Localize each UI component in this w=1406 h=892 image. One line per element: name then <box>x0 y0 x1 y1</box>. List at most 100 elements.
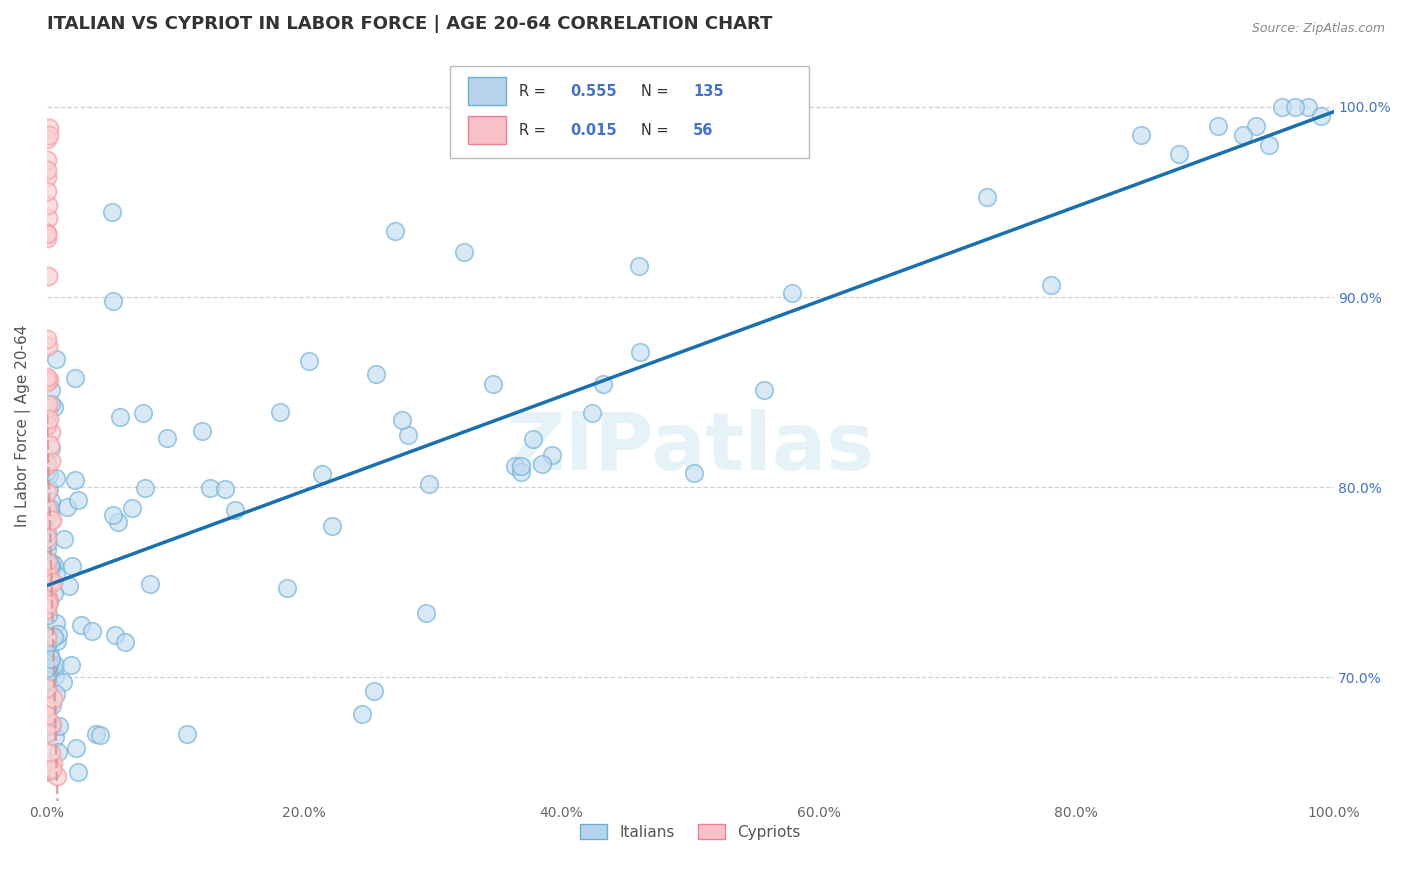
Point <box>37 607 59 622</box>
Point <box>58 580 80 594</box>
Point <box>35 375 58 389</box>
Point <box>41 762 63 776</box>
Point <box>35 698 58 713</box>
Point <box>46 633 69 648</box>
Point <box>592 376 614 391</box>
Point <box>35 408 58 422</box>
Point <box>39 559 62 574</box>
Point <box>396 428 419 442</box>
Point <box>101 508 124 523</box>
Point <box>84 727 107 741</box>
Point <box>39 716 62 731</box>
Point <box>37 593 59 607</box>
Point <box>38 592 60 607</box>
Point <box>38 572 60 586</box>
Point <box>35 524 58 539</box>
Point <box>39 718 62 732</box>
Point <box>37 629 59 643</box>
Text: ZIPatlas: ZIPatlas <box>506 409 875 487</box>
Text: R =: R = <box>519 123 551 137</box>
Point <box>39 513 62 527</box>
Point <box>35 685 58 699</box>
Point <box>139 577 162 591</box>
Point <box>35 510 58 524</box>
Point <box>70 618 93 632</box>
Point <box>38 569 60 583</box>
Point <box>37 765 59 780</box>
Point <box>44 668 66 682</box>
Point <box>35 563 58 577</box>
Point <box>37 339 59 353</box>
Point <box>35 554 58 568</box>
Point <box>41 698 63 712</box>
Point <box>39 425 62 439</box>
Point <box>37 662 59 676</box>
Point <box>503 458 526 473</box>
Point <box>39 441 62 455</box>
Point <box>44 400 66 414</box>
Point <box>321 518 343 533</box>
Point <box>35 638 58 652</box>
Point <box>37 268 59 283</box>
Point <box>42 692 65 706</box>
Point <box>269 405 291 419</box>
Point <box>1232 128 1254 143</box>
Point <box>384 223 406 237</box>
Point <box>418 477 440 491</box>
Point <box>311 467 333 481</box>
Point <box>38 483 60 497</box>
Point <box>101 205 124 219</box>
Point <box>1271 100 1294 114</box>
Point <box>1129 128 1152 143</box>
Point <box>1246 119 1268 133</box>
Point <box>37 184 59 198</box>
Point <box>41 717 63 731</box>
Point <box>35 458 58 473</box>
Point <box>39 494 62 508</box>
Point <box>42 574 65 589</box>
Point <box>108 409 131 424</box>
Point <box>89 728 111 742</box>
Point <box>35 532 58 546</box>
Point <box>224 502 246 516</box>
Point <box>38 657 60 671</box>
Point <box>509 466 531 480</box>
Point <box>38 507 60 521</box>
Point <box>522 432 544 446</box>
Point <box>453 245 475 260</box>
Text: 56: 56 <box>693 123 713 137</box>
Point <box>132 406 155 420</box>
Point <box>37 415 59 429</box>
Point <box>45 471 67 485</box>
Point <box>41 558 63 573</box>
Point <box>35 681 58 695</box>
Point <box>52 532 75 546</box>
Point <box>276 582 298 596</box>
Point <box>46 745 69 759</box>
Point <box>63 370 86 384</box>
Point <box>42 558 65 573</box>
Point <box>1309 109 1331 123</box>
Point <box>45 352 67 367</box>
Point <box>35 227 58 241</box>
Text: R =: R = <box>519 84 551 99</box>
FancyBboxPatch shape <box>450 66 808 158</box>
Point <box>45 568 67 582</box>
Point <box>35 501 58 516</box>
Point <box>38 467 60 482</box>
Point <box>176 726 198 740</box>
Point <box>37 543 59 558</box>
Point <box>976 190 998 204</box>
Point <box>44 658 66 673</box>
Point <box>214 482 236 496</box>
Point <box>37 531 59 545</box>
Text: N =: N = <box>641 123 673 137</box>
Point <box>42 756 65 770</box>
Y-axis label: In Labor Force | Age 20-64: In Labor Force | Age 20-64 <box>15 324 31 526</box>
Point <box>1168 147 1191 161</box>
Point <box>481 377 503 392</box>
Point <box>363 684 385 698</box>
Point <box>37 665 59 680</box>
Point <box>38 648 60 663</box>
Text: N =: N = <box>641 84 673 99</box>
